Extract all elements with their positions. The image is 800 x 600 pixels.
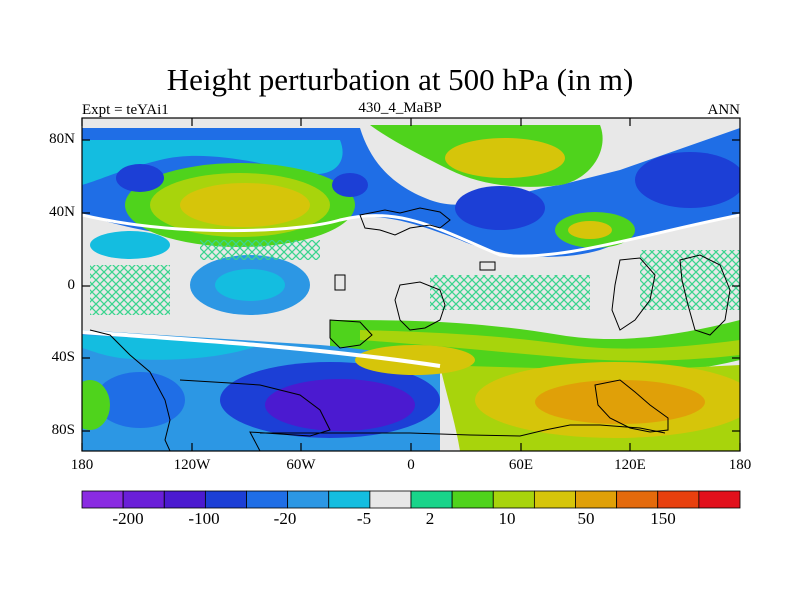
colorbar-swatch-1 [122,490,165,509]
colorbar-swatch-9 [451,490,494,509]
positive-orange-se [535,380,705,424]
x-tick-label-120w: 120W [173,457,211,473]
hatch-east [640,250,740,310]
colorbar-swatch-11 [533,490,576,509]
colorbar-swatch-3 [204,490,247,509]
positive-yellow-e [568,221,612,239]
zero-contour-north [82,213,740,258]
hatch-north [200,240,320,260]
colorbar-swatch-2 [163,490,206,509]
colorbar-swatch-6 [328,490,371,509]
negative-south-west [95,372,185,428]
positive-lime-south [360,330,740,361]
coastlines [89,207,731,451]
colorbar-swatch-13 [616,490,659,509]
colorbar-swatch-14 [657,490,700,509]
colorbar-swatch-7 [369,490,412,509]
hatch-west [90,265,170,315]
y-tick-label-80s: 80S [51,422,75,438]
hatch-center [430,275,590,310]
colorbar-label-minus100: -100 [188,509,220,528]
colorbar-swatch-12 [575,490,618,509]
negative-dark-small [332,173,368,197]
period-label: 430_4_MaBP [358,100,442,116]
colorbar-swatch-15 [698,490,741,509]
colorbar-label-minus20: -20 [273,509,297,528]
contour-field [82,118,740,451]
zero-contour-south [82,330,441,368]
positive-sw-edge [82,380,110,430]
colorbar-label-minus5: -5 [356,509,372,528]
y-tick-label-80n: 80N [49,131,75,147]
negative-light-south [82,335,260,360]
colorbar-swatch-8 [410,490,453,509]
x-tick-label-60e: 60E [508,457,534,473]
colorbar-swatch-10 [492,490,535,509]
x-tick-label-180w: 180 [70,457,94,473]
colorbar-label-10: 10 [498,509,516,528]
negative-tropics-nw [90,231,170,259]
colorbar-swatch-5 [287,490,330,509]
positive-yellow-s [355,345,475,375]
colorbar-label-minus200: -200 [112,509,144,528]
experiment-label: Expt = teYAi1 [82,102,169,118]
negative-dark-ne [635,152,740,208]
x-tick-label-0: 0 [407,457,415,473]
y-ticks [82,139,740,432]
colorbar-label-2: 2 [425,509,435,528]
x-tick-label-180e: 180 [728,457,752,473]
negative-tropics-west-core [215,269,285,301]
colorbar-swatch-0 [81,490,124,509]
map-title: Height perturbation at 500 hPa (in m) [166,62,634,97]
y-tick-label-0: 0 [67,277,76,293]
x-tick-label-60w: 60W [286,457,316,473]
x-ticks [81,118,741,451]
y-tick-label-40n: 40N [49,204,75,220]
colorbar [81,490,741,509]
colorbar-label-50: 50 [577,509,595,528]
negative-dark-central [455,186,545,230]
positive-yellow-nw [180,183,310,227]
positive-yellow-ne [445,138,565,178]
season-label: ANN [707,102,741,118]
colorbar-swatch-4 [246,490,289,509]
x-tick-label-120e: 120E [614,457,646,473]
y-tick-label-40s: 40S [51,349,75,365]
negative-purple-south [265,379,415,431]
colorbar-label-150: 150 [650,509,676,528]
negative-dark-nw [116,164,164,192]
negative-light-nw [82,140,343,185]
